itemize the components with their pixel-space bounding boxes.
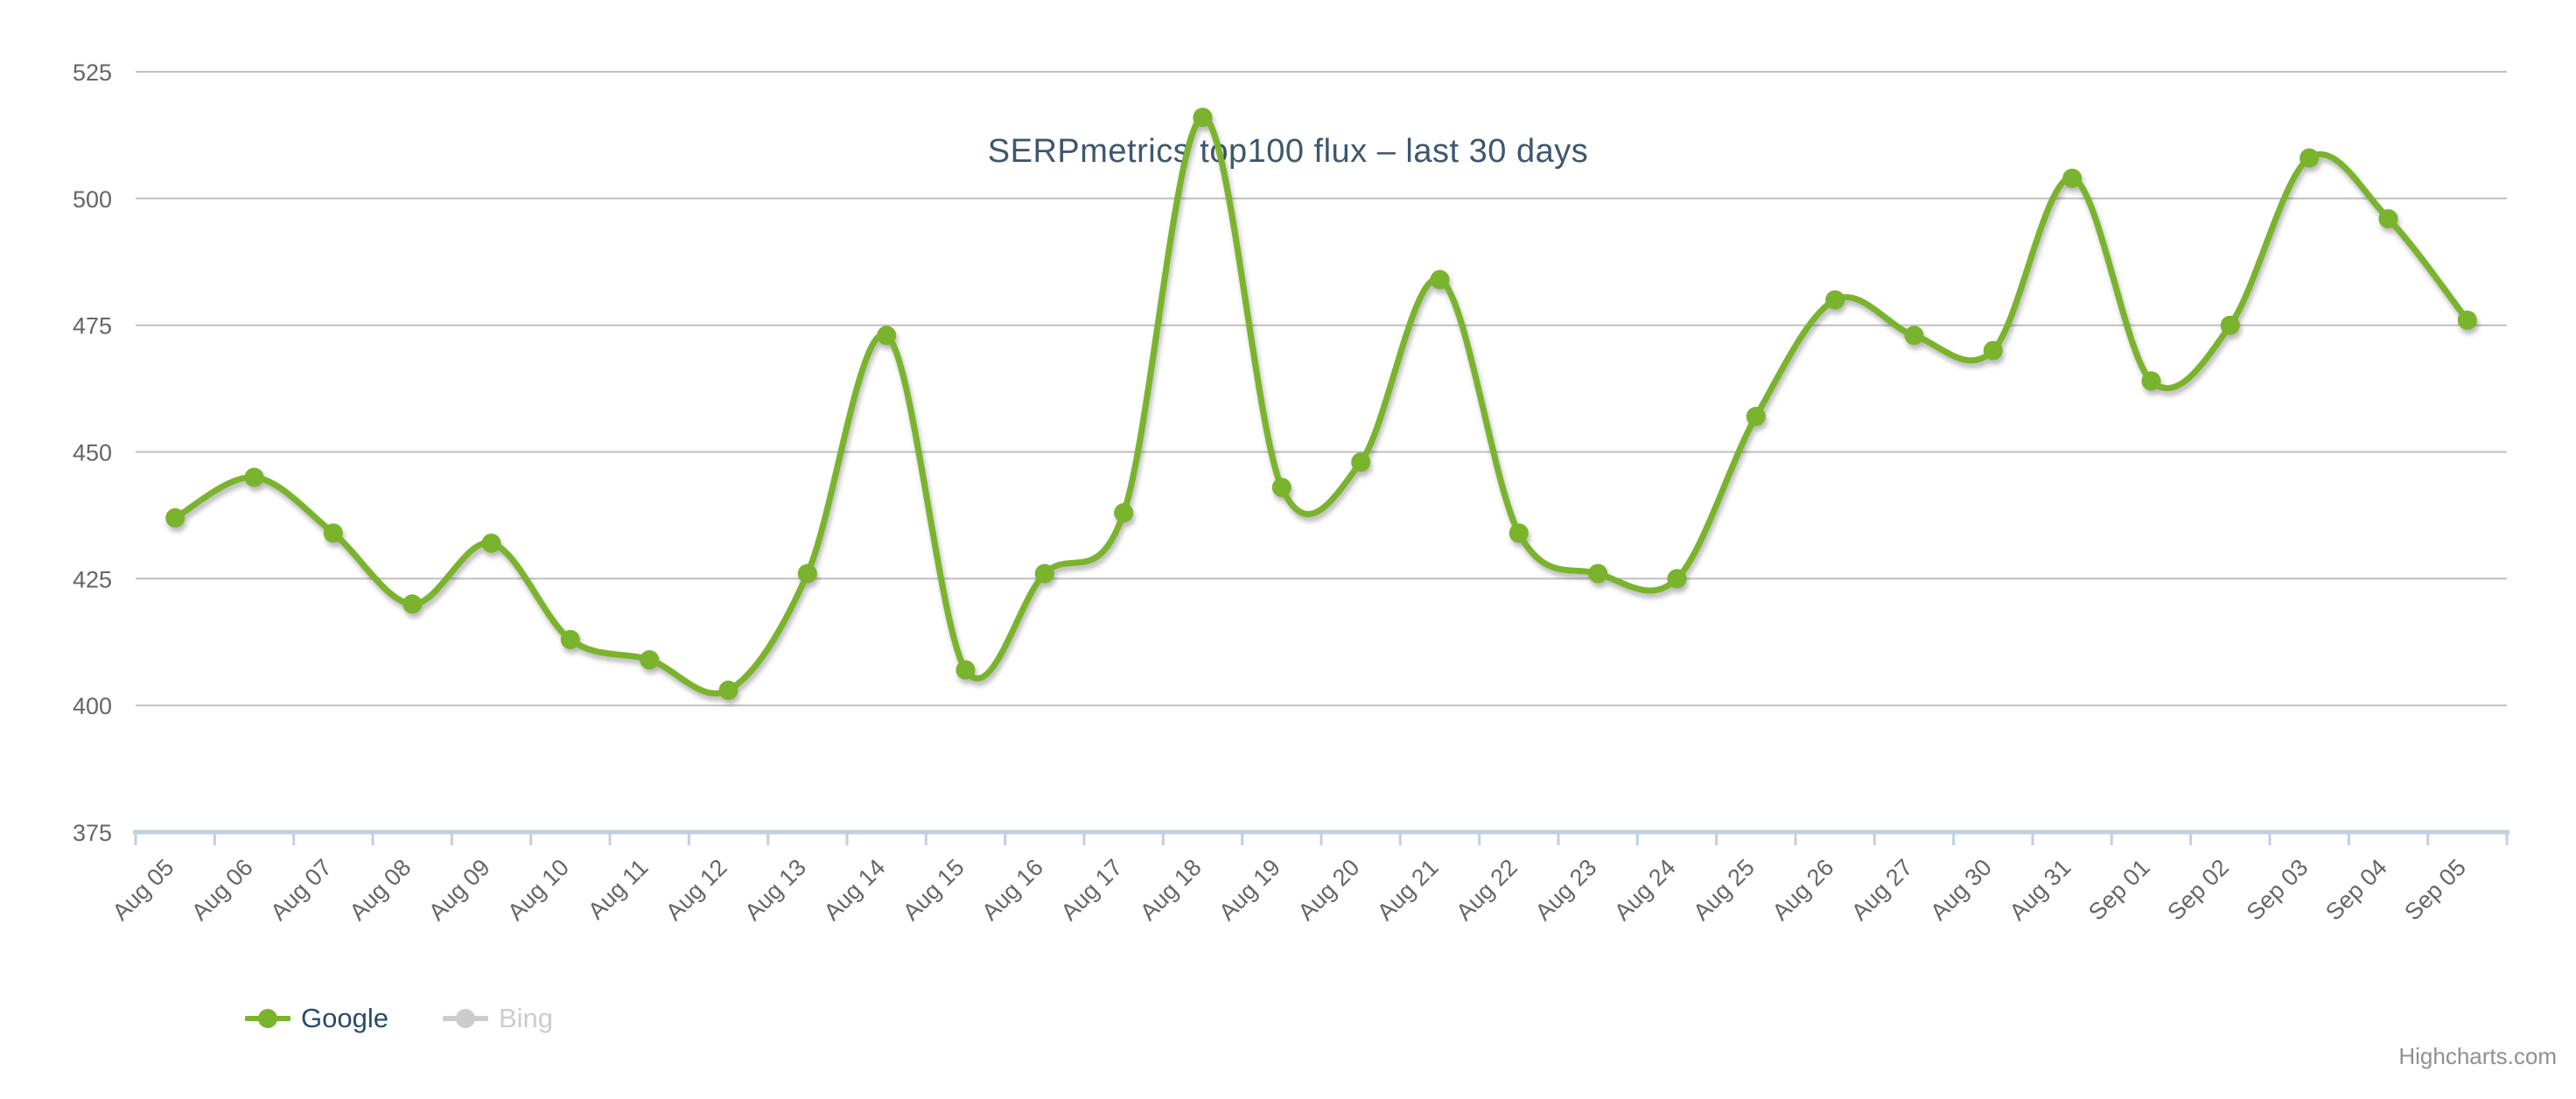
x-axis-label: Sep 03 — [2242, 854, 2314, 926]
x-axis-label: Aug 09 — [424, 854, 495, 926]
x-axis-label: Sep 04 — [2320, 854, 2392, 926]
google-data-point[interactable] — [718, 680, 738, 700]
x-axis-label: Aug 25 — [1688, 854, 1760, 926]
google-data-point[interactable] — [1667, 569, 1687, 589]
google-data-point[interactable] — [165, 508, 186, 528]
x-axis-label: Aug 19 — [1214, 854, 1285, 926]
google-data-point[interactable] — [2300, 148, 2320, 168]
google-data-point[interactable] — [2062, 168, 2082, 188]
x-axis-label: Aug 30 — [1925, 854, 1997, 926]
google-data-point[interactable] — [1034, 564, 1054, 584]
y-axis-label: 525 — [73, 60, 112, 86]
x-axis-label: Aug 21 — [1372, 854, 1444, 926]
google-data-point[interactable] — [1746, 406, 1766, 426]
y-axis-label: 425 — [73, 566, 112, 592]
legend: Google Bing — [245, 1003, 553, 1034]
x-axis-label: Aug 14 — [819, 854, 891, 926]
x-axis-label: Aug 22 — [1451, 854, 1522, 926]
x-axis-label: Aug 11 — [583, 854, 653, 924]
google-data-point[interactable] — [481, 533, 501, 553]
google-data-point[interactable] — [402, 594, 423, 614]
x-axis-label: Aug 13 — [739, 854, 811, 926]
x-axis-label: Aug 08 — [345, 854, 416, 926]
google-data-point[interactable] — [560, 629, 580, 649]
google-data-point[interactable] — [2378, 209, 2398, 228]
x-axis-label: Aug 10 — [502, 854, 574, 926]
google-data-point[interactable] — [1983, 340, 2003, 360]
y-axis-label: 400 — [73, 693, 112, 719]
x-axis-label: Sep 05 — [2399, 854, 2471, 926]
x-axis-label: Aug 17 — [1056, 854, 1128, 926]
google-series-line[interactable] — [172, 114, 2471, 697]
legend-series-marker-icon — [442, 1009, 488, 1028]
chart-title: SERPmetrics top100 flux – last 30 days — [987, 133, 1589, 170]
y-axis-label: 500 — [73, 186, 112, 213]
google-data-point[interactable] — [1271, 478, 1292, 498]
x-axis-label: Aug 12 — [661, 854, 732, 926]
legend-item-label: Google — [301, 1003, 388, 1033]
google-data-point[interactable] — [1193, 108, 1213, 128]
google-data-point[interactable] — [1508, 523, 1529, 543]
y-axis-label: 450 — [73, 440, 112, 466]
google-data-point[interactable] — [2457, 310, 2477, 330]
x-axis-label: Aug 07 — [265, 854, 337, 926]
google-data-point[interactable] — [797, 564, 817, 584]
google-data-point[interactable] — [2220, 315, 2240, 335]
google-data-point[interactable] — [1114, 503, 1134, 522]
x-axis-label: Aug 24 — [1609, 854, 1681, 926]
x-axis-label: Aug 20 — [1293, 854, 1365, 926]
x-axis-label: Aug 06 — [186, 854, 258, 926]
google-data-point[interactable] — [244, 467, 264, 487]
google-data-point[interactable] — [1588, 564, 1608, 584]
credits-link[interactable]: Highcharts.com — [2398, 1043, 2557, 1069]
x-axis-label: Aug 31 — [2005, 854, 2076, 926]
x-axis-label: Aug 27 — [1846, 854, 1918, 926]
google-data-point[interactable] — [323, 523, 343, 543]
google-data-point[interactable] — [1351, 452, 1371, 472]
google-data-point[interactable] — [1430, 270, 1450, 290]
series-google[interactable] — [165, 108, 2477, 700]
y-axis-label: 475 — [73, 313, 112, 340]
x-axis-label: Aug 15 — [898, 854, 970, 926]
google-data-point[interactable] — [1904, 326, 1924, 346]
google-data-point[interactable] — [2141, 371, 2161, 391]
legend-item-label: Bing — [498, 1003, 554, 1033]
google-data-point[interactable] — [1825, 290, 1845, 310]
legend-item-google[interactable]: Google — [245, 1003, 388, 1034]
google-data-point[interactable] — [877, 326, 897, 346]
x-axis-label: Aug 23 — [1530, 854, 1602, 926]
y-axis-label: 375 — [73, 820, 112, 846]
google-data-point[interactable] — [640, 650, 660, 669]
x-axis-label: Aug 18 — [1135, 854, 1207, 926]
x-axis-label: Aug 26 — [1768, 854, 1839, 926]
legend-item-bing[interactable]: Bing — [442, 1003, 554, 1034]
legend-series-marker-icon — [245, 1009, 290, 1028]
x-axis-label: Sep 01 — [2083, 854, 2155, 926]
x-axis-label: Aug 05 — [108, 854, 179, 926]
x-axis-label: Aug 16 — [976, 854, 1048, 926]
google-data-point[interactable] — [956, 660, 976, 680]
x-axis-label: Sep 02 — [2162, 854, 2234, 926]
